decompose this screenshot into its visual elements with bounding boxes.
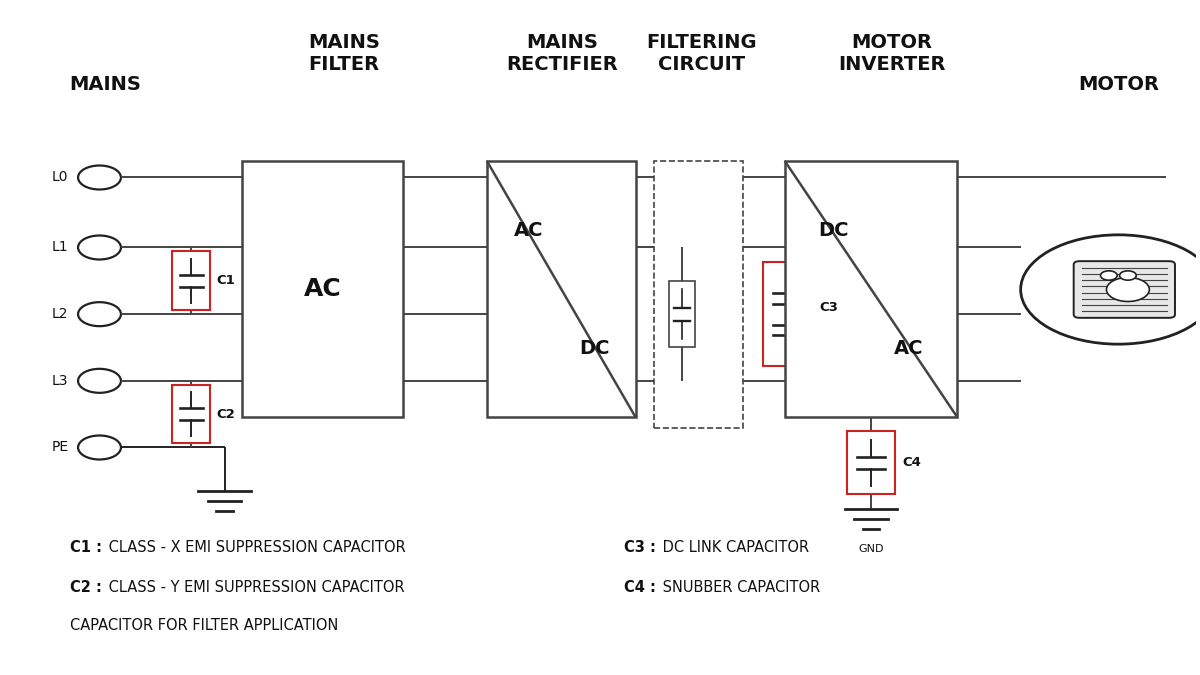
Text: SNUBBER CAPACITOR: SNUBBER CAPACITOR <box>658 580 821 595</box>
Text: L2: L2 <box>52 307 68 321</box>
Bar <box>763 263 814 366</box>
FancyBboxPatch shape <box>1074 261 1175 318</box>
Text: C1: C1 <box>216 274 235 288</box>
Text: DC: DC <box>818 221 848 240</box>
Circle shape <box>1106 277 1150 302</box>
Text: DC: DC <box>578 339 610 358</box>
Circle shape <box>1021 235 1200 344</box>
Bar <box>670 281 695 348</box>
Text: MOTOR: MOTOR <box>1078 75 1159 94</box>
Text: C4 :: C4 : <box>624 580 655 595</box>
Circle shape <box>78 302 121 326</box>
Circle shape <box>1120 271 1136 280</box>
Text: MOTOR
INVERTER: MOTOR INVERTER <box>839 33 946 74</box>
Text: L0: L0 <box>52 171 68 184</box>
Text: MAINS
FILTER: MAINS FILTER <box>308 33 379 74</box>
Text: CLASS - Y EMI SUPPRESSION CAPACITOR: CLASS - Y EMI SUPPRESSION CAPACITOR <box>104 580 404 595</box>
Text: C2: C2 <box>216 408 235 421</box>
Text: CAPACITOR FOR FILTER APPLICATION: CAPACITOR FOR FILTER APPLICATION <box>70 618 338 633</box>
Text: CLASS - X EMI SUPPRESSION CAPACITOR: CLASS - X EMI SUPPRESSION CAPACITOR <box>104 540 406 555</box>
Text: C4: C4 <box>902 456 920 469</box>
Bar <box>487 161 636 418</box>
Bar <box>172 385 210 443</box>
Circle shape <box>78 369 121 393</box>
Text: DC LINK CAPACITOR: DC LINK CAPACITOR <box>658 540 809 555</box>
Circle shape <box>78 435 121 460</box>
Text: C2 :: C2 : <box>70 580 102 595</box>
Text: MAINS: MAINS <box>70 75 142 94</box>
Text: GND: GND <box>858 544 884 554</box>
Bar <box>242 161 403 418</box>
Circle shape <box>78 165 121 190</box>
Circle shape <box>1100 271 1117 280</box>
Text: PE: PE <box>52 441 68 454</box>
Bar <box>785 161 958 418</box>
Text: L3: L3 <box>52 374 68 388</box>
Text: MAINS
RECTIFIER: MAINS RECTIFIER <box>506 33 618 74</box>
Bar <box>172 252 210 310</box>
Circle shape <box>78 236 121 259</box>
Text: L1: L1 <box>52 240 68 254</box>
Text: C3 :: C3 : <box>624 540 655 555</box>
Text: AC: AC <box>894 339 924 358</box>
Text: AC: AC <box>514 221 544 240</box>
Text: FILTERING
CIRCUIT: FILTERING CIRCUIT <box>646 33 757 74</box>
Bar <box>847 431 895 495</box>
Text: C3: C3 <box>820 301 838 314</box>
Text: AC: AC <box>304 277 342 301</box>
Text: C1 :: C1 : <box>70 540 102 555</box>
Bar <box>654 161 743 427</box>
